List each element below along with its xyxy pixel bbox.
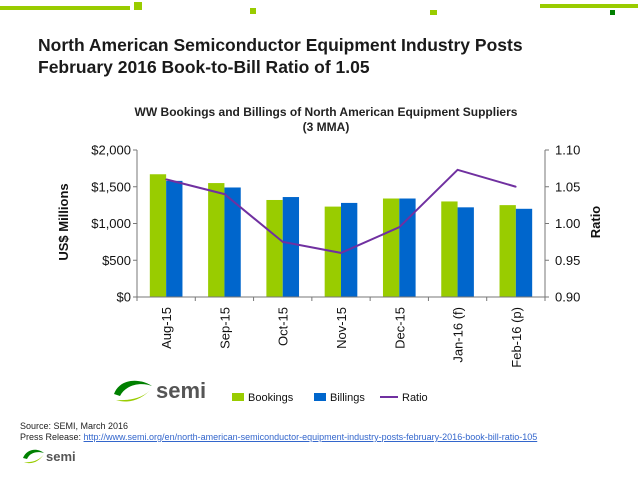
logo-swoosh bbox=[23, 449, 44, 459]
bar-billings bbox=[282, 197, 300, 297]
bar-bookings bbox=[382, 198, 400, 297]
y-tick-label: $0 bbox=[117, 290, 131, 305]
x-tick-label: Oct-15 bbox=[276, 307, 291, 346]
logo-swoosh bbox=[116, 388, 152, 402]
bar-bookings bbox=[208, 183, 225, 297]
accent-square bbox=[250, 8, 256, 14]
bar-billings bbox=[457, 207, 474, 297]
ratio-point bbox=[223, 193, 226, 195]
chart-subtitle: (3 MMA) bbox=[303, 120, 350, 134]
legend-label: Ratio bbox=[402, 392, 428, 404]
logo-swoosh bbox=[24, 454, 44, 464]
y2-tick-label: 0.90 bbox=[555, 290, 580, 305]
legend-label: Bookings bbox=[248, 392, 294, 404]
legend-label: Billings bbox=[330, 392, 365, 404]
y2-axis-label: Ratio bbox=[588, 206, 603, 239]
slide-title: North American Semiconductor Equipment I… bbox=[38, 35, 523, 77]
semi-logo-small: semi bbox=[23, 449, 76, 464]
legend-swatch-billings bbox=[314, 393, 326, 401]
y2-tick-label: 1.00 bbox=[555, 216, 580, 231]
y2-tick-label: 1.05 bbox=[555, 179, 580, 194]
accent-bar bbox=[0, 6, 130, 10]
ratio-point bbox=[165, 178, 167, 181]
bar-bookings bbox=[149, 174, 167, 297]
x-tick-label: Aug-15 bbox=[159, 307, 174, 349]
accent-square bbox=[610, 10, 615, 15]
press-release-label: Press Release: bbox=[20, 432, 84, 442]
ratio-point bbox=[281, 241, 284, 243]
chart-legend: Bookings Billings Ratio bbox=[232, 392, 428, 404]
y2-tick-label: 1.10 bbox=[555, 143, 580, 158]
accent-square bbox=[430, 10, 437, 15]
press-release-link[interactable]: http://www.semi.org/en/north-american-se… bbox=[83, 432, 538, 442]
x-tick-label: Dec-15 bbox=[392, 307, 407, 349]
bar-series bbox=[149, 174, 533, 297]
y-tick-label: $2,000 bbox=[91, 143, 131, 158]
axis-lines bbox=[136, 150, 546, 301]
x-axis-ticks: Aug-15 Sep-15 Oct-15 Nov-15 Dec-15 Jan-16 (f)… bbox=[159, 307, 524, 368]
y-tick-label: $1,000 bbox=[91, 216, 131, 231]
ratio-point bbox=[340, 252, 342, 254]
y-tick-label: $500 bbox=[102, 253, 131, 268]
y-tick-label: $1,500 bbox=[91, 179, 131, 194]
x-tick-label: Nov-15 bbox=[334, 307, 349, 349]
logo-wordmark: semi bbox=[156, 378, 206, 403]
press-release-note: Press Release: http://www.semi.org/en/no… bbox=[20, 432, 537, 443]
y2-tick-label: 0.95 bbox=[555, 253, 580, 268]
top-accent-strip bbox=[0, 0, 638, 16]
accent-bar bbox=[540, 4, 638, 8]
y-axis-label: US$ Millions bbox=[56, 183, 71, 260]
logo-swoosh bbox=[114, 380, 152, 396]
x-tick-label: Sep-15 bbox=[217, 307, 232, 349]
accent-squares bbox=[0, 2, 638, 15]
bar-billings bbox=[224, 187, 241, 297]
x-tick-label: Feb-16 (p) bbox=[509, 307, 524, 368]
y2-axis-ticks: 0.90 0.95 1.00 1.05 1.10 bbox=[545, 143, 580, 305]
bar-bookings bbox=[441, 201, 458, 297]
source-note: Source: SEMI, March 2016 bbox=[20, 421, 129, 431]
y-axis-ticks: $0 $500 $1,000 $1,500 $2,000 bbox=[91, 143, 137, 305]
combo-chart: WW Bookings and Billings of North Americ… bbox=[56, 105, 603, 404]
ratio-point bbox=[456, 169, 459, 171]
ratio-point bbox=[398, 226, 401, 228]
bar-bookings bbox=[499, 205, 516, 297]
chart-title: WW Bookings and Billings of North Americ… bbox=[135, 105, 518, 119]
accent-square bbox=[134, 2, 142, 10]
x-tick-label: Jan-16 (f) bbox=[451, 307, 466, 363]
ratio-point bbox=[515, 185, 517, 188]
bar-billings bbox=[515, 208, 533, 297]
logo-wordmark: semi bbox=[46, 449, 76, 464]
bar-billings bbox=[166, 180, 183, 297]
legend-swatch-bookings bbox=[232, 393, 244, 401]
bar-bookings bbox=[266, 199, 283, 297]
ratio-line-series bbox=[165, 168, 517, 254]
semi-logo-main: semi bbox=[114, 378, 206, 403]
